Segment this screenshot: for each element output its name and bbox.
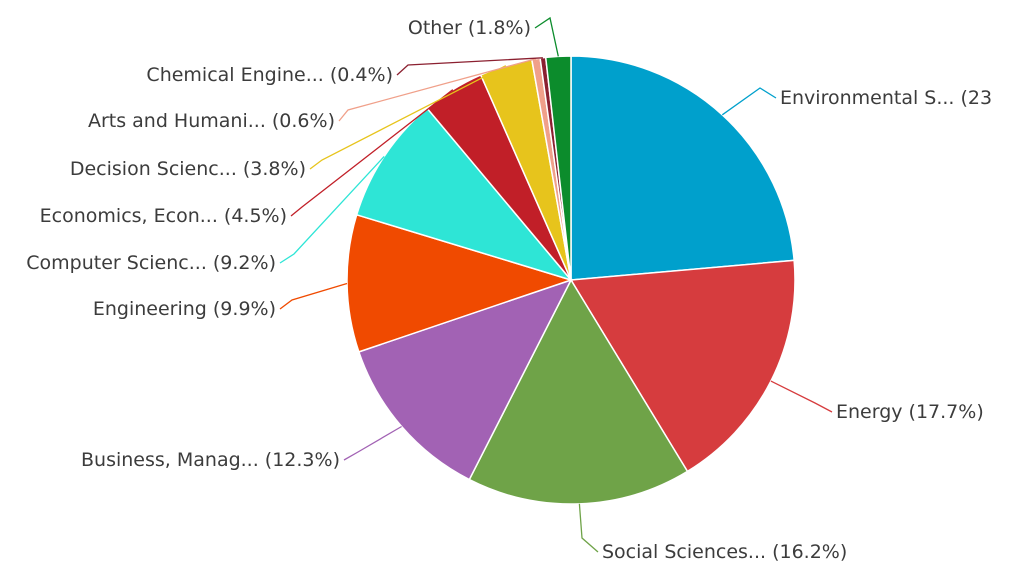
leader-line xyxy=(309,65,507,170)
slice-label: Computer Scienc... (9.2%) xyxy=(26,252,276,274)
slice-label: Social Sciences... (16.2%) xyxy=(602,541,847,563)
leader-line xyxy=(770,380,833,413)
leader-line xyxy=(279,282,348,310)
pie-slice[interactable] xyxy=(346,213,574,353)
leader-line xyxy=(534,16,559,57)
slice-label: Decision Scienc... (3.8%) xyxy=(70,158,306,180)
pie-slices xyxy=(346,55,796,505)
slice-label: Other (1.8%) xyxy=(408,17,531,39)
slice-label: Economics, Econ... (4.5%) xyxy=(40,205,287,227)
leader-line xyxy=(290,89,454,217)
leader-line xyxy=(721,87,777,116)
pie-slice[interactable] xyxy=(569,259,796,473)
slice-labels: Environmental S... (23 Energy (17.7%) Soci… xyxy=(26,17,992,563)
slice-label: Engineering (9.9%) xyxy=(93,298,276,320)
leader-lines xyxy=(279,16,833,553)
slice-label: Business, Manag... (12.3%) xyxy=(81,449,340,471)
leader-line xyxy=(343,425,402,461)
leader-line xyxy=(338,58,537,122)
slice-label: Chemical Engine... (0.4%) xyxy=(146,64,393,86)
leader-line xyxy=(279,155,385,264)
leader-line xyxy=(578,503,599,553)
pie-slice[interactable] xyxy=(468,278,689,505)
slice-label: Arts and Humani... (0.6%) xyxy=(88,110,335,132)
pie-slice[interactable] xyxy=(570,55,795,281)
slice-label: Energy (17.7%) xyxy=(836,401,984,423)
slice-label: Environmental S... (23 xyxy=(780,87,992,109)
leader-line xyxy=(396,57,543,76)
